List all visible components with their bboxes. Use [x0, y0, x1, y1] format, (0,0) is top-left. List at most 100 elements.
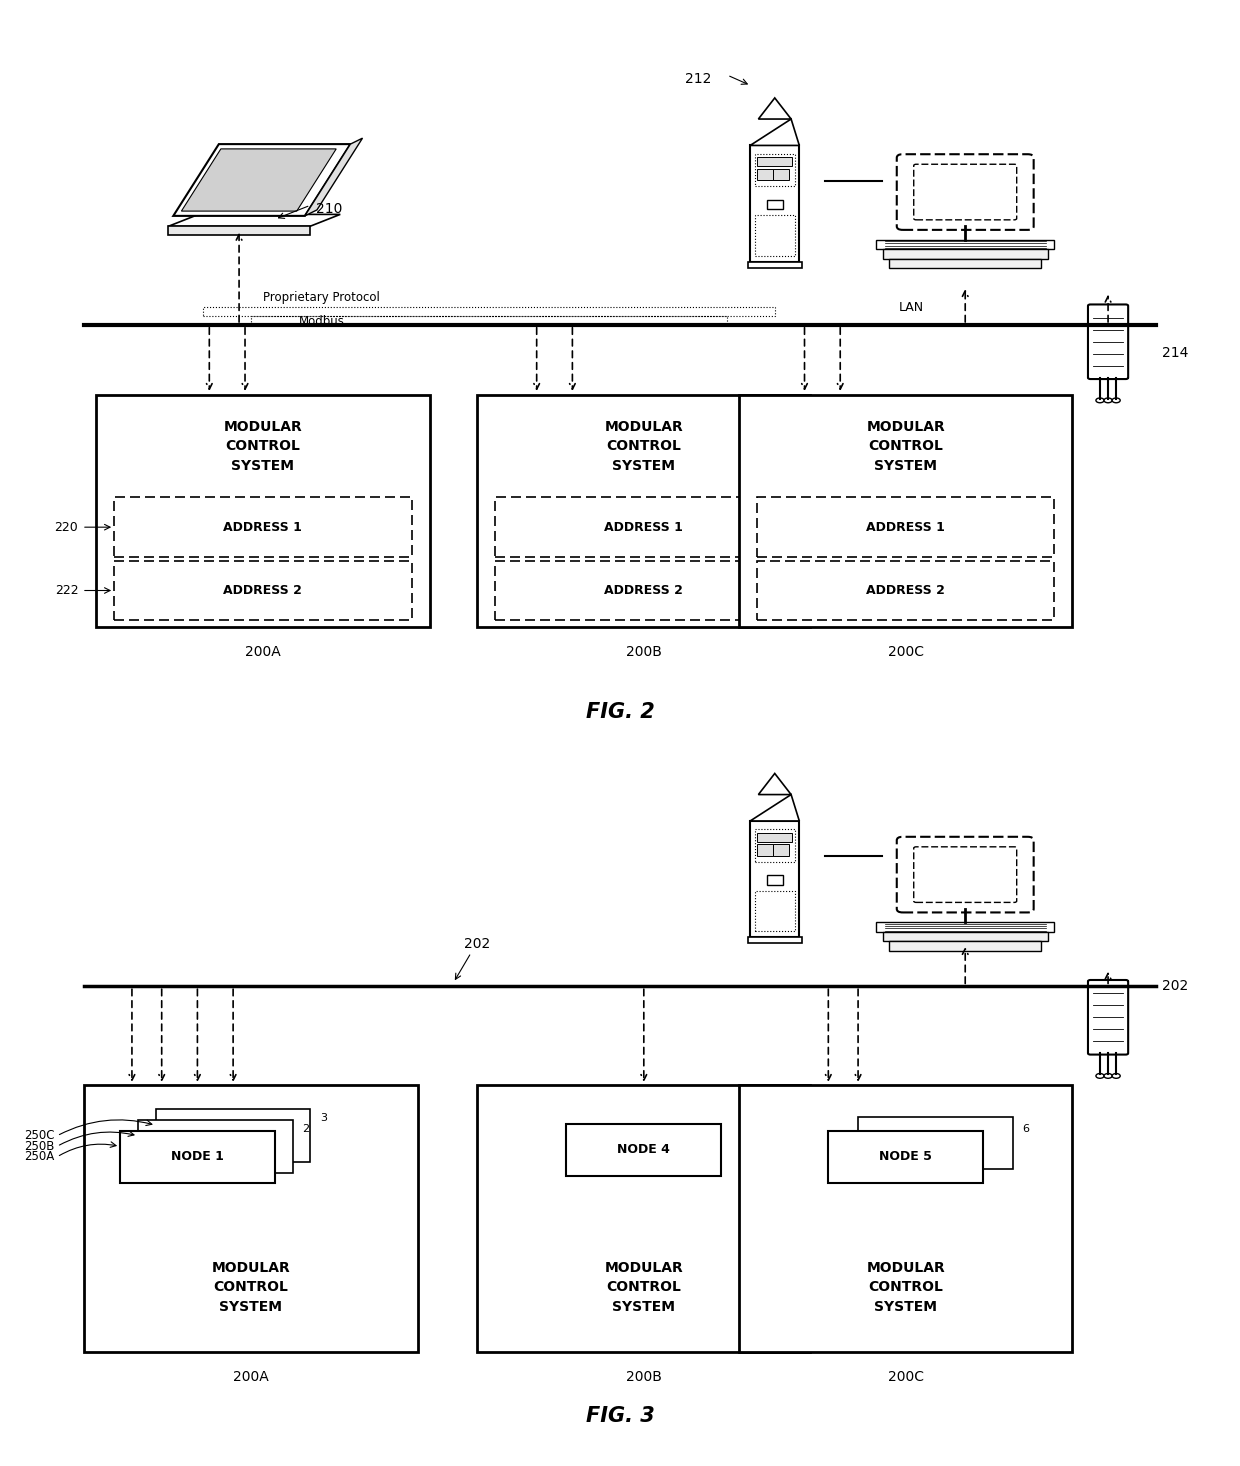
Text: 6: 6: [1022, 1123, 1029, 1133]
Text: MODULAR
CONTROL
SYSTEM: MODULAR CONTROL SYSTEM: [604, 419, 683, 474]
Text: 250C: 250C: [24, 1129, 55, 1142]
Bar: [756, 497, 1054, 557]
Bar: [755, 154, 795, 186]
Text: MODULAR
CONTROL
SYSTEM: MODULAR CONTROL SYSTEM: [223, 419, 303, 474]
Polygon shape: [305, 138, 362, 216]
Bar: [750, 145, 800, 261]
Text: NODE 4: NODE 4: [618, 1143, 671, 1157]
Text: MODULAR
CONTROL
SYSTEM: MODULAR CONTROL SYSTEM: [604, 1261, 683, 1314]
Circle shape: [1112, 397, 1120, 403]
FancyBboxPatch shape: [914, 847, 1017, 903]
Text: LAN: LAN: [899, 302, 924, 314]
Text: FIG. 2: FIG. 2: [585, 702, 655, 721]
FancyBboxPatch shape: [1087, 305, 1128, 380]
Text: 200C: 200C: [888, 645, 924, 660]
Polygon shape: [750, 795, 800, 821]
Bar: [495, 497, 792, 557]
Text: ADDRESS 1: ADDRESS 1: [604, 520, 683, 534]
Bar: [758, 169, 773, 180]
Text: ADDRESS 2: ADDRESS 2: [223, 583, 303, 597]
Bar: [758, 157, 792, 166]
Text: MODULAR
CONTROL
SYSTEM: MODULAR CONTROL SYSTEM: [867, 1261, 945, 1314]
Bar: [120, 1130, 275, 1183]
Text: 3: 3: [320, 1113, 327, 1123]
FancyBboxPatch shape: [897, 837, 1034, 912]
Text: 210: 210: [316, 202, 342, 216]
Bar: [477, 1085, 811, 1352]
Text: 200A: 200A: [246, 645, 280, 660]
Bar: [748, 261, 802, 268]
Text: 2: 2: [303, 1123, 309, 1133]
Bar: [739, 396, 1073, 627]
Bar: [766, 199, 782, 210]
Text: MODULAR
CONTROL
SYSTEM: MODULAR CONTROL SYSTEM: [212, 1261, 290, 1314]
Bar: [203, 308, 775, 315]
Bar: [858, 1117, 1013, 1170]
Bar: [755, 891, 795, 931]
Bar: [114, 497, 412, 557]
Bar: [758, 833, 792, 841]
Text: Proprietary Protocol: Proprietary Protocol: [263, 290, 379, 303]
Bar: [567, 1123, 722, 1176]
Polygon shape: [750, 119, 800, 145]
FancyBboxPatch shape: [897, 154, 1034, 230]
Text: FIG. 3: FIG. 3: [585, 1406, 655, 1425]
Bar: [883, 249, 1048, 258]
Circle shape: [1096, 1073, 1104, 1079]
Text: ADDRESS 1: ADDRESS 1: [867, 520, 945, 534]
Circle shape: [1104, 1073, 1112, 1079]
Bar: [758, 844, 773, 856]
Bar: [773, 844, 789, 856]
Text: NODE 5: NODE 5: [879, 1151, 932, 1164]
Circle shape: [1112, 1073, 1120, 1079]
Bar: [875, 922, 1054, 931]
Bar: [883, 931, 1048, 941]
Text: MODULAR
CONTROL
SYSTEM: MODULAR CONTROL SYSTEM: [867, 419, 945, 474]
Text: ADDRESS 2: ADDRESS 2: [604, 583, 683, 597]
Bar: [156, 1110, 310, 1163]
Text: 200B: 200B: [626, 1369, 662, 1384]
Text: Modbus: Modbus: [299, 315, 345, 328]
Text: ADDRESS 1: ADDRESS 1: [223, 520, 303, 534]
Polygon shape: [181, 150, 336, 211]
Bar: [84, 1085, 418, 1352]
Circle shape: [1096, 397, 1104, 403]
Text: 202: 202: [1162, 979, 1188, 994]
Bar: [114, 560, 412, 620]
Text: 214: 214: [1162, 346, 1188, 361]
Polygon shape: [174, 144, 351, 216]
Text: NODE 1: NODE 1: [171, 1151, 224, 1164]
FancyBboxPatch shape: [1087, 979, 1128, 1054]
Polygon shape: [759, 98, 791, 119]
Bar: [750, 821, 800, 937]
Bar: [97, 396, 429, 627]
Text: 250B: 250B: [25, 1141, 55, 1152]
Circle shape: [1104, 397, 1112, 403]
Bar: [889, 941, 1042, 950]
Text: 200B: 200B: [626, 645, 662, 660]
Text: 250A: 250A: [25, 1151, 55, 1164]
Text: 202: 202: [464, 937, 490, 951]
Bar: [755, 216, 795, 255]
Text: 222: 222: [55, 583, 78, 597]
Text: 220: 220: [55, 520, 78, 534]
Polygon shape: [169, 214, 340, 226]
Polygon shape: [169, 226, 310, 236]
Bar: [250, 315, 727, 325]
Polygon shape: [759, 774, 791, 795]
Bar: [889, 258, 1042, 268]
Bar: [138, 1120, 293, 1173]
Text: 200A: 200A: [233, 1369, 269, 1384]
Bar: [477, 396, 811, 627]
Text: 200C: 200C: [888, 1369, 924, 1384]
Bar: [755, 830, 795, 862]
Bar: [773, 169, 789, 180]
Bar: [756, 560, 1054, 620]
Text: 212: 212: [686, 72, 712, 85]
Text: ADDRESS 2: ADDRESS 2: [867, 583, 945, 597]
FancyBboxPatch shape: [914, 164, 1017, 220]
Bar: [495, 560, 792, 620]
Bar: [766, 875, 782, 885]
Bar: [739, 1085, 1073, 1352]
Bar: [828, 1130, 983, 1183]
